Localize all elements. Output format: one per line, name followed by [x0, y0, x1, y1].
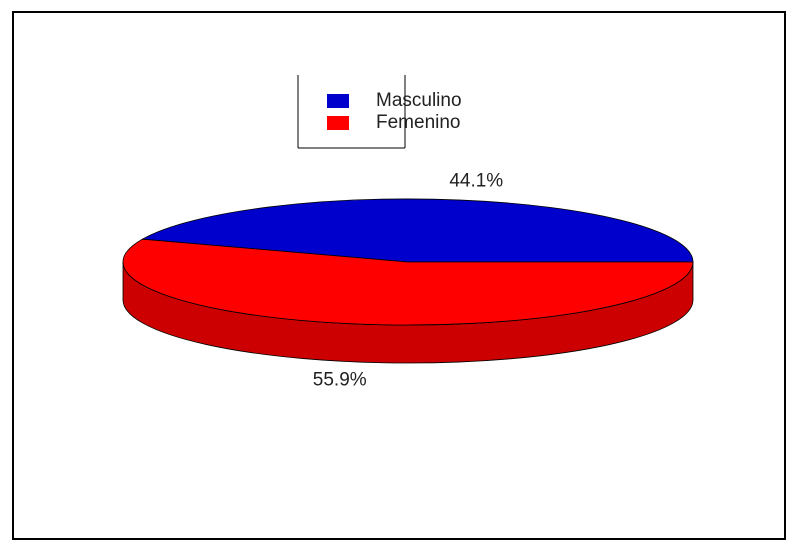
legend — [297, 75, 406, 149]
value-label: 55.9% — [313, 370, 367, 391]
pie-slice — [141, 198, 694, 263]
legend-label: Masculino — [376, 90, 462, 111]
value-label: 44.1% — [449, 171, 503, 192]
legend-swatch — [327, 94, 349, 108]
pie-slice — [122, 238, 694, 326]
legend-swatch — [327, 116, 349, 130]
legend-label: Femenino — [376, 112, 461, 133]
